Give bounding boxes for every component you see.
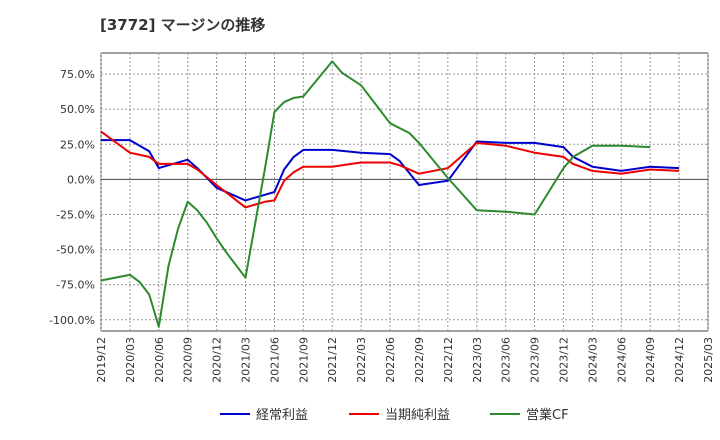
y-tick-label: 75.0% xyxy=(60,68,95,81)
series-line-1 xyxy=(100,130,680,209)
x-tick-label: 2020/09 xyxy=(182,337,195,383)
legend: 経常利益 当期純利益 営業CF xyxy=(220,407,569,423)
y-tick-label: 0.0% xyxy=(67,173,95,186)
x-tick-label: 2022/12 xyxy=(442,337,455,383)
x-tick-label: 2022/06 xyxy=(384,337,397,383)
x-tick-label: 2024/03 xyxy=(586,337,599,383)
y-tick-label: -50.0% xyxy=(56,244,95,257)
x-tick-label: 2023/06 xyxy=(500,337,513,383)
y-tick-label: -100.0% xyxy=(49,314,95,327)
x-tick-label: 2021/03 xyxy=(240,337,253,383)
y-tick-label: -25.0% xyxy=(56,208,95,221)
x-tick-label: 2021/09 xyxy=(297,337,310,383)
x-tick-label: 2021/06 xyxy=(268,337,281,383)
x-tick-label: 2024/12 xyxy=(673,337,686,383)
x-tick-label: 2020/03 xyxy=(124,337,137,383)
series-lines xyxy=(100,60,680,328)
x-tick-label: 2024/06 xyxy=(615,337,628,383)
legend-label-operating-cf: 営業CF xyxy=(526,407,569,423)
x-tick-label: 2019/12 xyxy=(95,337,108,383)
series-line-2 xyxy=(100,60,651,328)
series-line-0 xyxy=(101,139,680,202)
x-tick-label: 2025/03 xyxy=(702,337,715,383)
x-tick-label: 2020/06 xyxy=(153,337,166,383)
y-tick-label: 50.0% xyxy=(60,103,95,116)
x-tick-label: 2022/03 xyxy=(355,337,368,383)
x-tick-label: 2024/09 xyxy=(644,337,657,383)
chart-title: [3772] マージンの推移 xyxy=(100,16,265,34)
x-tick-label: 2021/12 xyxy=(326,337,339,383)
x-tick-label: 2023/09 xyxy=(529,337,542,383)
x-tick-label: 2022/09 xyxy=(413,337,426,383)
x-tick-label: 2023/03 xyxy=(471,337,484,383)
y-tick-label: 25.0% xyxy=(60,138,95,151)
plot-area xyxy=(100,52,709,332)
legend-label-net-income: 当期純利益 xyxy=(385,408,450,423)
y-tick-label: -75.0% xyxy=(56,279,95,292)
x-tick-label: 2020/12 xyxy=(211,337,224,383)
y-axis-tick-labels: 75.0% 50.0% 25.0% 0.0% -25.0% -50.0% -75.0% -10… xyxy=(49,68,95,327)
y-gridlines xyxy=(101,73,708,321)
legend-label-ordinary-profit: 経常利益 xyxy=(256,408,308,423)
x-axis-tick-labels: 2019/12 2020/03 2020/06 2020/09 2020/12 2021/… xyxy=(95,337,715,383)
x-tick-label: 2023/12 xyxy=(557,337,570,383)
